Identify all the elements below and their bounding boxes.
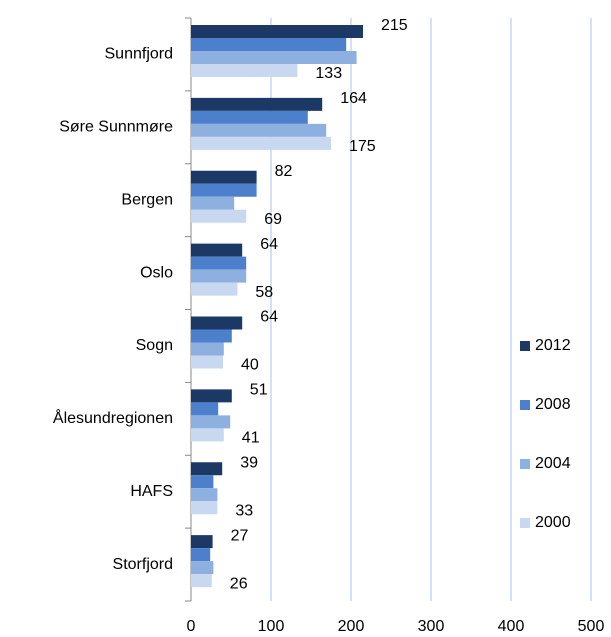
bar <box>191 462 223 476</box>
data-label: 164 <box>340 90 367 107</box>
bar <box>191 256 247 270</box>
data-label: 39 <box>240 454 258 471</box>
y-tick-label: HAFS <box>130 483 173 500</box>
bar <box>191 183 257 197</box>
bar <box>191 123 327 137</box>
y-tick-label: Sunnfjord <box>105 46 174 63</box>
x-tick-label: 0 <box>187 618 196 635</box>
y-tick-label: Oslo <box>140 264 173 281</box>
legend-swatch <box>520 518 530 528</box>
legend-label: 2008 <box>535 396 571 413</box>
bar <box>191 475 214 489</box>
data-label: 41 <box>242 430 260 447</box>
legend-swatch <box>520 459 530 469</box>
bar <box>191 269 247 283</box>
bar <box>191 574 212 588</box>
y-tick-label: Storfjord <box>113 556 173 573</box>
bar <box>191 501 218 515</box>
data-label: 175 <box>349 138 376 155</box>
data-label: 40 <box>241 357 259 374</box>
legend-swatch <box>520 400 530 410</box>
y-tick-label: Søre Sunnmøre <box>59 119 173 136</box>
bar <box>191 170 257 184</box>
bar <box>191 136 331 150</box>
bar <box>191 38 347 51</box>
data-label: 33 <box>235 502 253 519</box>
legend-swatch <box>520 341 530 351</box>
x-tick-label: 200 <box>338 618 365 635</box>
y-tick-label: Ålesundregionen <box>53 408 173 427</box>
legend-label: 2004 <box>535 455 571 472</box>
bar <box>191 51 357 64</box>
data-label: 133 <box>315 65 342 82</box>
data-label: 82 <box>275 163 293 180</box>
legend-label: 2000 <box>535 514 571 531</box>
y-tick-label: Sogn <box>136 337 173 354</box>
x-tick-label: 400 <box>498 618 525 635</box>
bar <box>191 535 213 549</box>
bar <box>191 110 308 124</box>
data-label: 64 <box>260 309 278 326</box>
bar <box>191 243 243 257</box>
bar <box>191 342 224 356</box>
data-label: 215 <box>381 17 408 34</box>
bar <box>191 355 223 369</box>
bar <box>191 389 232 403</box>
legend-label: 2012 <box>535 337 571 354</box>
bar <box>191 548 211 562</box>
x-tick-label: 500 <box>578 618 605 635</box>
data-label: 64 <box>260 236 278 253</box>
data-label: 69 <box>264 211 282 228</box>
x-tick-label: 300 <box>418 618 445 635</box>
bar <box>191 97 323 111</box>
data-label: 27 <box>231 527 249 544</box>
bar <box>191 561 214 575</box>
bar <box>191 428 224 442</box>
bar <box>191 415 231 429</box>
bar <box>191 196 235 210</box>
bar <box>191 329 232 343</box>
bar <box>191 282 238 296</box>
bar <box>191 402 219 416</box>
bar <box>191 488 218 502</box>
bar <box>191 64 298 77</box>
bar <box>191 209 247 223</box>
data-label: 51 <box>250 382 268 399</box>
bar <box>191 25 363 38</box>
y-tick-label: Bergen <box>121 191 173 208</box>
data-label: 58 <box>255 284 273 301</box>
x-tick-label: 100 <box>258 618 285 635</box>
data-label: 26 <box>230 575 248 592</box>
bar <box>191 316 243 330</box>
